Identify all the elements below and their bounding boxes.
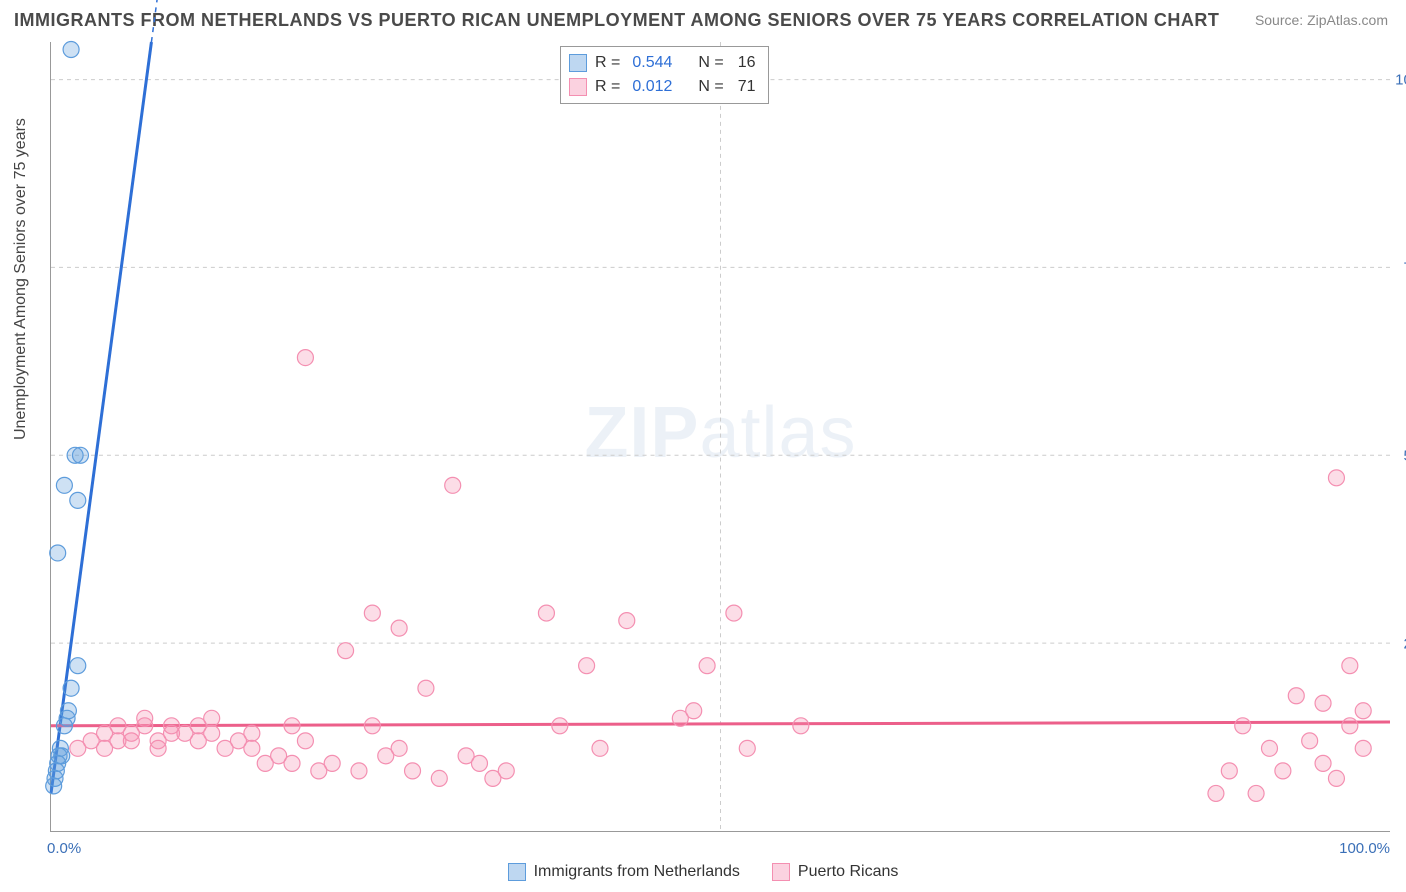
r-label: R = — [595, 75, 620, 99]
n-label: N = — [698, 75, 723, 99]
data-point — [726, 605, 742, 621]
data-point — [445, 477, 461, 493]
data-point — [1208, 785, 1224, 801]
data-point — [72, 447, 88, 463]
data-point — [579, 658, 595, 674]
data-point — [351, 763, 367, 779]
data-point — [1302, 733, 1318, 749]
source-label: Source: ZipAtlas.com — [1255, 12, 1388, 28]
n-value: 71 — [738, 75, 756, 99]
y-tick-label: 100.0% — [1395, 71, 1406, 88]
data-point — [1355, 740, 1371, 756]
legend-swatch — [772, 863, 790, 881]
legend-item: Immigrants from Netherlands — [508, 863, 740, 881]
r-label: R = — [595, 51, 620, 75]
data-point — [137, 710, 153, 726]
data-point — [63, 42, 79, 58]
legend-label: Puerto Ricans — [798, 863, 899, 881]
data-point — [297, 350, 313, 366]
data-point — [552, 718, 568, 734]
data-point — [498, 763, 514, 779]
stat-legend: R = 0.544 N = 16 R = 0.012 N = 71 — [560, 46, 769, 104]
data-point — [793, 718, 809, 734]
data-point — [50, 545, 66, 561]
bottom-legend: Immigrants from Netherlands Puerto Ricans — [0, 863, 1406, 886]
data-point — [60, 703, 76, 719]
data-point — [204, 725, 220, 741]
n-value: 16 — [738, 51, 756, 75]
plot-area: ZIPatlas 25.0%50.0%75.0%100.0% 0.0% 100.… — [50, 42, 1390, 832]
data-point — [244, 740, 260, 756]
data-point — [1235, 718, 1251, 734]
data-point — [70, 492, 86, 508]
n-label: N = — [698, 51, 723, 75]
data-point — [284, 755, 300, 771]
data-point — [1248, 785, 1264, 801]
data-point — [1355, 703, 1371, 719]
data-point — [1275, 763, 1291, 779]
data-point — [1328, 770, 1344, 786]
chart-svg — [51, 42, 1390, 831]
data-point — [364, 605, 380, 621]
data-point — [1342, 658, 1358, 674]
data-point — [431, 770, 447, 786]
data-point — [364, 718, 380, 734]
legend-swatch — [569, 54, 587, 72]
legend-swatch — [569, 78, 587, 96]
r-value: 0.012 — [632, 75, 672, 99]
stat-legend-row: R = 0.012 N = 71 — [569, 75, 756, 99]
legend-label: Immigrants from Netherlands — [534, 863, 740, 881]
data-point — [1221, 763, 1237, 779]
data-point — [54, 748, 70, 764]
data-point — [56, 477, 72, 493]
data-point — [538, 605, 554, 621]
data-point — [244, 725, 260, 741]
data-point — [418, 680, 434, 696]
data-point — [699, 658, 715, 674]
x-tick-min: 0.0% — [47, 840, 81, 857]
y-axis-label: Unemployment Among Seniors over 75 years — [12, 118, 30, 440]
legend-item: Puerto Ricans — [772, 863, 899, 881]
r-value: 0.544 — [632, 51, 672, 75]
data-point — [204, 710, 220, 726]
data-point — [1315, 695, 1331, 711]
data-point — [284, 718, 300, 734]
data-point — [739, 740, 755, 756]
chart-title: IMMIGRANTS FROM NETHERLANDS VS PUERTO RI… — [14, 10, 1219, 31]
data-point — [297, 733, 313, 749]
data-point — [391, 620, 407, 636]
data-point — [1261, 740, 1277, 756]
data-point — [391, 740, 407, 756]
data-point — [1328, 470, 1344, 486]
data-point — [70, 658, 86, 674]
data-point — [63, 680, 79, 696]
legend-swatch — [508, 863, 526, 881]
data-point — [1315, 755, 1331, 771]
stat-legend-row: R = 0.544 N = 16 — [569, 51, 756, 75]
data-point — [405, 763, 421, 779]
data-point — [1288, 688, 1304, 704]
x-tick-max: 100.0% — [1339, 840, 1390, 857]
data-point — [471, 755, 487, 771]
data-point — [324, 755, 340, 771]
data-point — [338, 643, 354, 659]
data-point — [686, 703, 702, 719]
data-point — [592, 740, 608, 756]
data-point — [619, 613, 635, 629]
data-point — [1342, 718, 1358, 734]
